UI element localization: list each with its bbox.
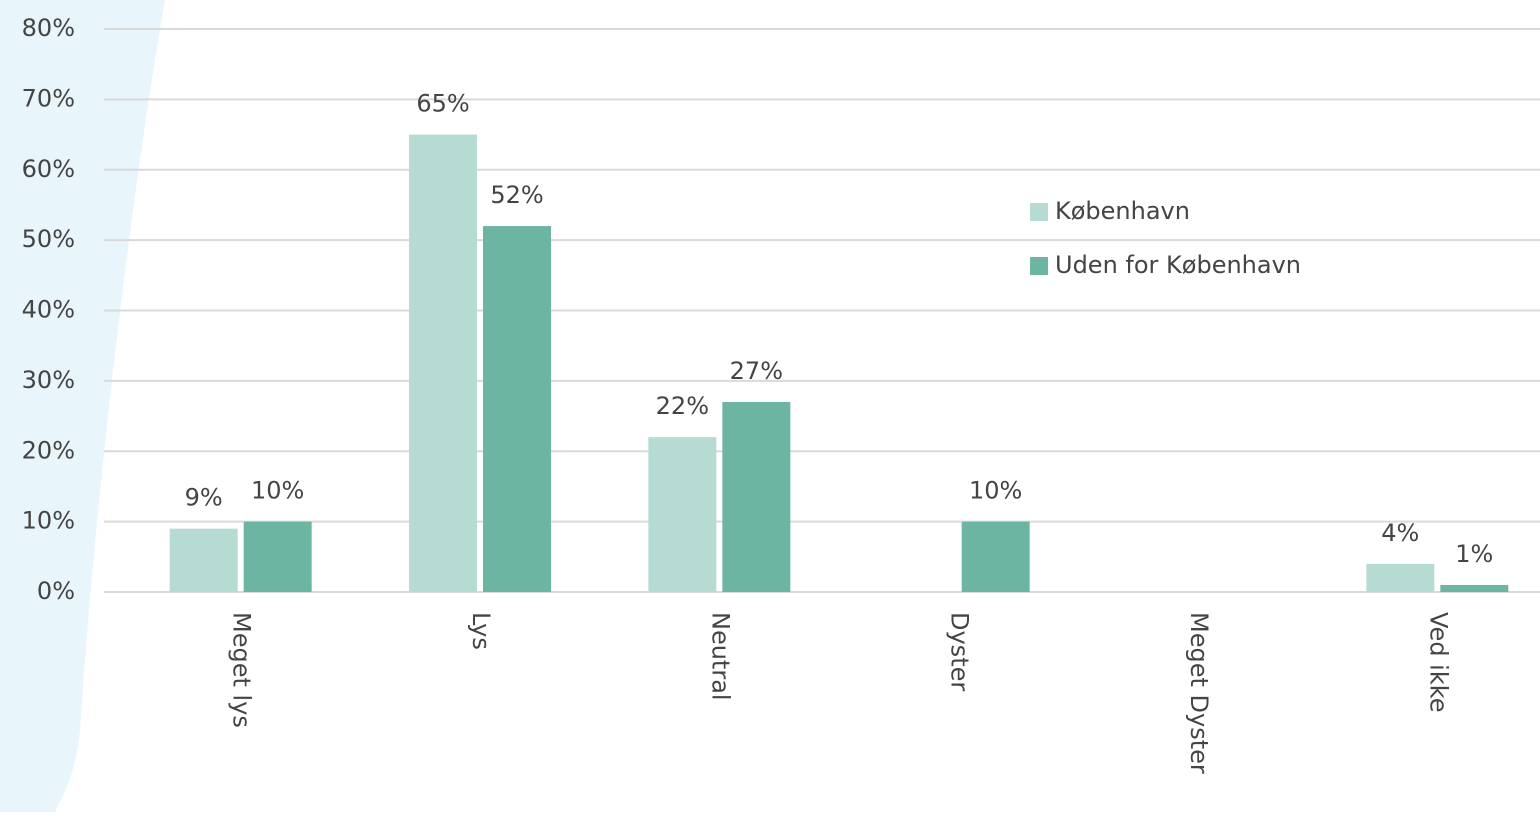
y-tick-label: 30% bbox=[22, 366, 75, 394]
data-label: 10% bbox=[969, 477, 1022, 505]
data-label: 27% bbox=[730, 357, 783, 385]
bar bbox=[1366, 563, 1435, 592]
bar bbox=[243, 521, 312, 592]
background-shape bbox=[0, 0, 165, 812]
x-tick-label: Meget Dyster bbox=[1185, 612, 1213, 774]
legend-label: Uden for København bbox=[1055, 251, 1301, 279]
y-tick-label: 20% bbox=[22, 436, 75, 464]
data-label: 4% bbox=[1381, 519, 1419, 547]
bar bbox=[648, 437, 717, 592]
y-tick-label: 80% bbox=[22, 14, 75, 42]
x-tick-label: Meget lys bbox=[228, 612, 256, 728]
x-tick-label: Dyster bbox=[946, 612, 974, 691]
y-tick-label: 0% bbox=[37, 577, 75, 605]
bar bbox=[169, 528, 238, 592]
bar bbox=[483, 226, 551, 593]
x-tick-label: Neutral bbox=[706, 612, 734, 701]
bar bbox=[961, 521, 1030, 592]
y-tick-label: 40% bbox=[22, 296, 75, 324]
data-label: 10% bbox=[251, 477, 304, 505]
data-label: 52% bbox=[490, 181, 543, 209]
legend-swatch bbox=[1030, 203, 1048, 221]
data-label: 1% bbox=[1455, 540, 1493, 568]
bar bbox=[722, 401, 791, 592]
y-tick-label: 50% bbox=[22, 225, 75, 253]
x-tick-label: Ved ikke bbox=[1424, 612, 1452, 713]
bar bbox=[409, 134, 477, 592]
data-label: 9% bbox=[185, 484, 223, 512]
y-tick-label: 10% bbox=[22, 507, 75, 535]
y-tick-label: 70% bbox=[22, 84, 75, 112]
y-tick-label: 60% bbox=[22, 155, 75, 183]
data-label: 65% bbox=[416, 90, 469, 118]
x-tick-label: Lys bbox=[467, 612, 495, 650]
data-label: 22% bbox=[656, 392, 709, 420]
legend-swatch bbox=[1030, 257, 1048, 275]
bar bbox=[1440, 584, 1509, 592]
legend-label: København bbox=[1055, 197, 1190, 225]
